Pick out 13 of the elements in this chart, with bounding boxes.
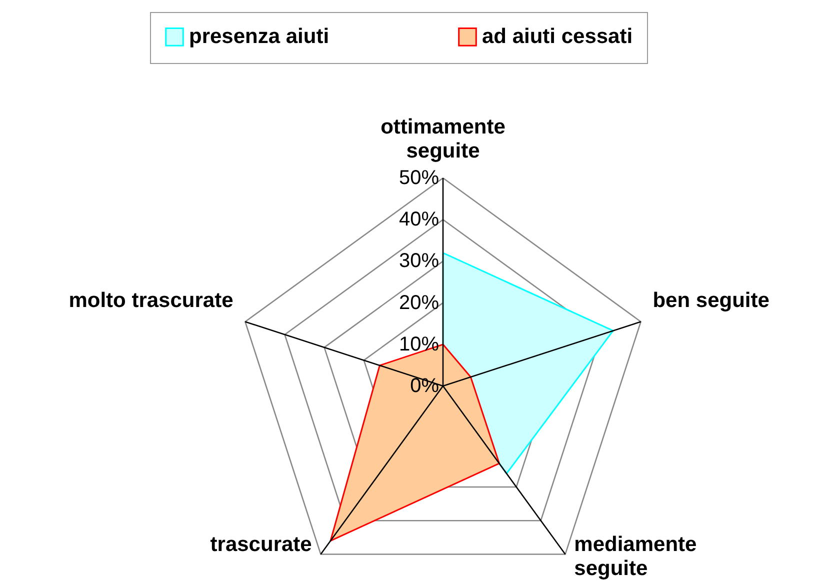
- y-tick-label: 30%: [398, 250, 440, 272]
- spoke-label: mediamente seguite: [574, 533, 697, 580]
- spoke-label: trascurate: [210, 533, 312, 556]
- y-tick-label: 20%: [398, 292, 440, 314]
- y-tick-label: 10%: [398, 333, 440, 356]
- spoke-label: ottimamente seguite: [380, 116, 506, 163]
- y-tick-label: 0%: [410, 375, 440, 397]
- legend-label: ad aiuti cessati: [482, 24, 633, 48]
- y-tick-label: 40%: [398, 208, 440, 231]
- spoke-label: molto trascurate: [68, 289, 234, 312]
- spoke-label: ben seguite: [652, 289, 770, 312]
- legend-label: presenza aiuti: [189, 24, 330, 48]
- y-tick-label: 50%: [398, 167, 440, 189]
